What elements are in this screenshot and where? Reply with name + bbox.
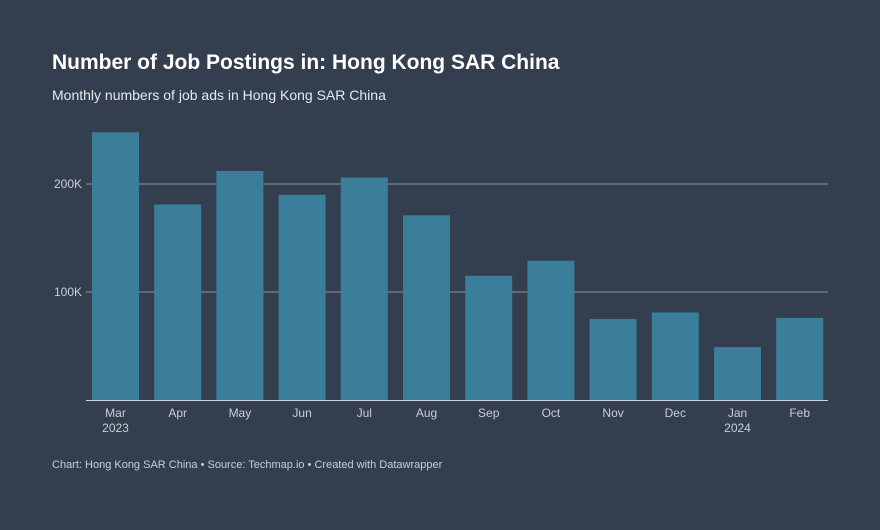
bars [92, 132, 824, 400]
chart-footer: Chart: Hong Kong SAR China • Source: Tec… [52, 459, 443, 471]
x-tick-label: Feb [789, 406, 810, 420]
x-tick-label: Apr [168, 406, 187, 420]
bar-jan [714, 347, 761, 400]
gridlines [86, 183, 828, 293]
x-tick-label: Jan [728, 406, 747, 420]
x-tick-label: Oct [542, 406, 561, 420]
chart-title: Number of Job Postings in: Hong Kong SAR… [52, 51, 560, 74]
bar-aug [403, 215, 450, 400]
x-tick-year-label: 2024 [724, 421, 751, 435]
x-tick-label: Nov [602, 406, 623, 420]
x-tick-label: Aug [416, 406, 437, 420]
y-tick-label: 200K [54, 177, 82, 191]
bar-oct [527, 260, 575, 400]
x-tick-label: Sep [478, 406, 500, 420]
x-tick-year-label: 2023 [102, 421, 129, 435]
bar-jun [278, 194, 326, 400]
bar-jul [340, 177, 388, 400]
chart-subtitle: Monthly numbers of job ads in Hong Kong … [52, 87, 386, 103]
bar-sep [465, 275, 513, 400]
x-tick-label: Jun [292, 406, 311, 420]
bar-may [216, 171, 264, 400]
bar-dec [651, 312, 699, 400]
bar-apr [154, 204, 202, 400]
x-tick-label: Dec [665, 406, 686, 420]
x-tick-label: May [229, 406, 252, 420]
x-tick-label: Jul [357, 406, 372, 420]
bar-nov [589, 319, 637, 400]
x-tick-label: Mar [105, 406, 126, 420]
y-tick-label: 100K [54, 285, 82, 299]
bar-mar [92, 132, 139, 400]
bar-feb [776, 317, 824, 400]
